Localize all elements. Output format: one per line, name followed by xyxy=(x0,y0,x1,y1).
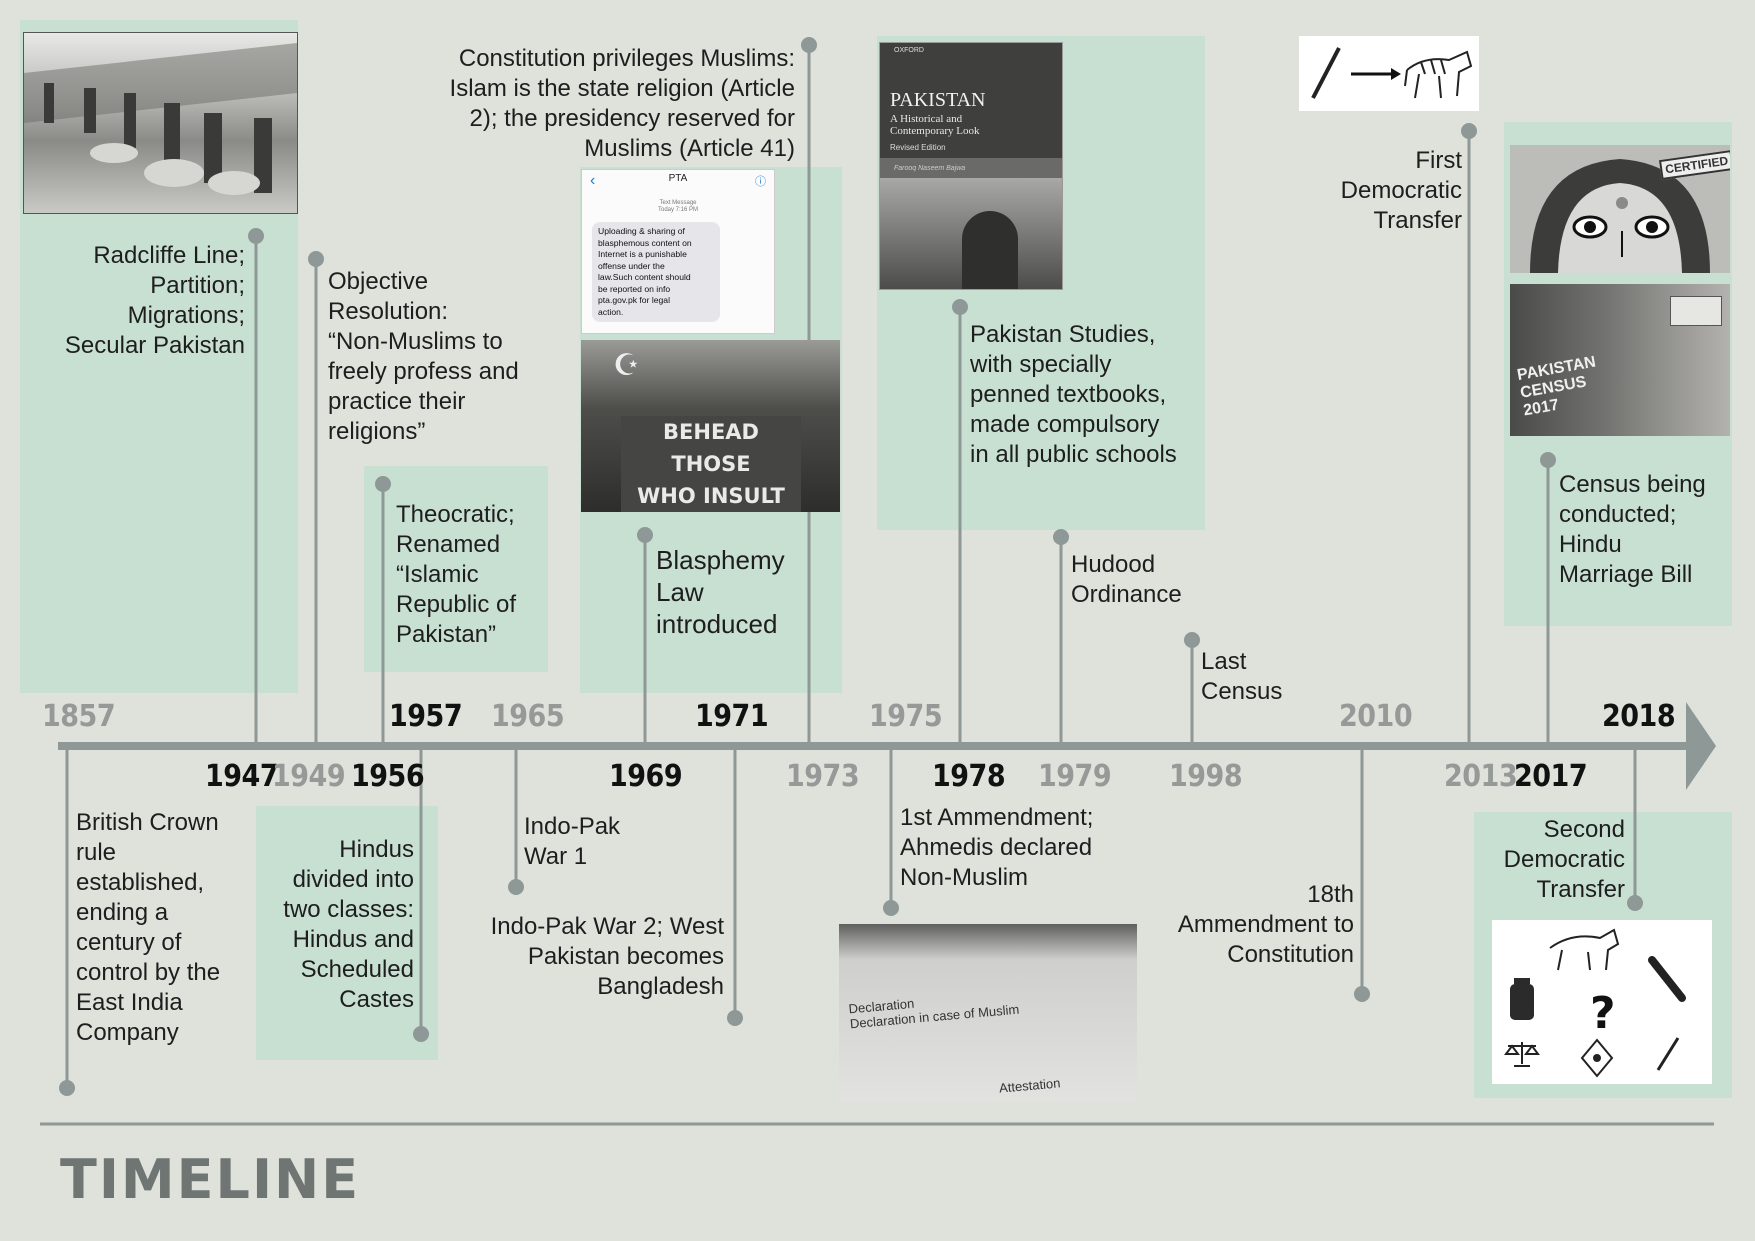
book-edition: Revised Edition xyxy=(890,143,946,152)
form-attestation: Attestation xyxy=(998,1075,1061,1096)
event-1949: Objective Resolution: “Non-Muslims to fr… xyxy=(328,268,519,445)
year-2013: 2013 xyxy=(1444,759,1518,794)
arrow-symbol-icon xyxy=(1656,1037,1680,1071)
event-1957: Hindus divided into two classes: Hindus … xyxy=(283,836,414,1013)
event-1969: Blasphemy Law introduced xyxy=(656,545,785,639)
event-2013: First Democratic Transfer xyxy=(1340,147,1462,234)
book-title: PAKISTAN xyxy=(890,89,986,111)
event-1998: Last Census xyxy=(1201,648,1283,705)
year-1965: 1965 xyxy=(491,699,565,734)
event-1975: 1st Ammendment; Ahmedis declared Non-Mus… xyxy=(900,804,1094,891)
bat-icon xyxy=(1311,47,1341,99)
sms-screenshot: ‹ PTA ⓘ Text Message Today 7:16 PM Uploa… xyxy=(581,169,775,334)
year-1947: 1947 xyxy=(205,759,279,794)
timeline-title: TIMELINE xyxy=(60,1148,361,1211)
question-mark-icon: ? xyxy=(1590,988,1616,1039)
event-2018: Second Democratic Transfer xyxy=(1503,816,1625,903)
declaration-form-photo: Declaration Declaration in case of Musli… xyxy=(839,924,1137,1102)
sms-back-icon: ‹ xyxy=(590,172,596,189)
census-photo: PAKISTAN CENSUS 2017 xyxy=(1510,284,1730,436)
year-2010: 2010 xyxy=(1339,699,1413,734)
year-1969: 1969 xyxy=(609,759,683,794)
textbook-cover: OXFORD PAKISTAN A Historical and Contemp… xyxy=(879,42,1063,290)
event-1857: British Crown rule established, ending a… xyxy=(76,809,221,1046)
panel-1956 xyxy=(364,466,548,672)
tiger-symbol-icon xyxy=(1549,928,1620,971)
year-1978: 1978 xyxy=(932,759,1006,794)
event-1965: Indo-Pak War 1 xyxy=(524,813,621,870)
event-1979: Hudood Ordinance xyxy=(1071,551,1182,608)
event-2010: 18th Ammendment to Constitution xyxy=(1177,881,1354,968)
bat-symbol-icon xyxy=(1648,956,1686,1002)
year-1975: 1975 xyxy=(869,699,943,734)
year-2017: 2017 xyxy=(1514,759,1588,794)
panel-1957 xyxy=(256,806,438,1060)
year-1998: 1998 xyxy=(1169,759,1243,794)
event-2017: Census being conducted; Hindu Marriage B… xyxy=(1559,471,1706,588)
sms-subheader: Text Message Today 7:16 PM xyxy=(657,200,699,213)
book-author: Farooq Naseem Bajwa xyxy=(894,165,966,172)
book-portrait xyxy=(962,211,1018,289)
protest-banner: BEHEAD THOSE WHO INSULT ISLAM xyxy=(621,416,801,512)
crescent-flag-icon: ☪ xyxy=(613,349,640,382)
sms-info-icon: ⓘ xyxy=(755,176,766,188)
year-1979: 1979 xyxy=(1038,759,1112,794)
event-1971: Indo-Pak War 2; West Pakistan becomes Ba… xyxy=(490,913,724,1000)
migration-photo xyxy=(23,32,298,214)
year-1971: 1971 xyxy=(695,699,769,734)
timeline-arrowhead xyxy=(1686,702,1716,790)
year-1949: 1949 xyxy=(272,759,346,794)
sms-header: PTA xyxy=(668,173,688,184)
year-2018: 2018 xyxy=(1602,699,1676,734)
year-1956: 1956 xyxy=(351,759,425,794)
election-symbols-2013 xyxy=(1299,36,1479,111)
year-1957: 1957 xyxy=(389,699,463,734)
migration-photo-illustration xyxy=(24,43,297,195)
event-1947: Radcliffe Line; Partition; Migrations; S… xyxy=(64,242,245,359)
sms-bubble: Uploading & sharing of blasphemous conte… xyxy=(592,222,720,322)
certified-illustration: CERTIFIED xyxy=(1510,145,1730,273)
bat-to-tiger-illustration xyxy=(1311,47,1473,99)
kite-icon xyxy=(1580,1038,1614,1078)
scales-icon xyxy=(1504,1042,1540,1067)
tiger-icon xyxy=(1404,50,1473,99)
book-subtitle: A Historical and Contemporary Look xyxy=(890,113,980,137)
event-1973: Constitution privileges Muslims: Islam i… xyxy=(449,45,795,162)
lantern-icon xyxy=(1510,978,1534,1020)
event-1956: Theocratic; Renamed “Islamic Republic of… xyxy=(396,501,517,648)
event-1978: Pakistan Studies, with specially penned … xyxy=(970,321,1177,468)
protest-photo: ☪ BEHEAD THOSE WHO INSULT ISLAM xyxy=(581,340,840,512)
year-1973: 1973 xyxy=(786,759,860,794)
form-title: Declaration Declaration in case of Musli… xyxy=(848,995,1020,1032)
election-symbols-2018: ? xyxy=(1492,920,1712,1084)
year-1857: 1857 xyxy=(42,699,116,734)
census-vest-text: PAKISTAN CENSUS 2017 xyxy=(1515,353,1598,420)
book-publisher: OXFORD xyxy=(894,47,924,54)
